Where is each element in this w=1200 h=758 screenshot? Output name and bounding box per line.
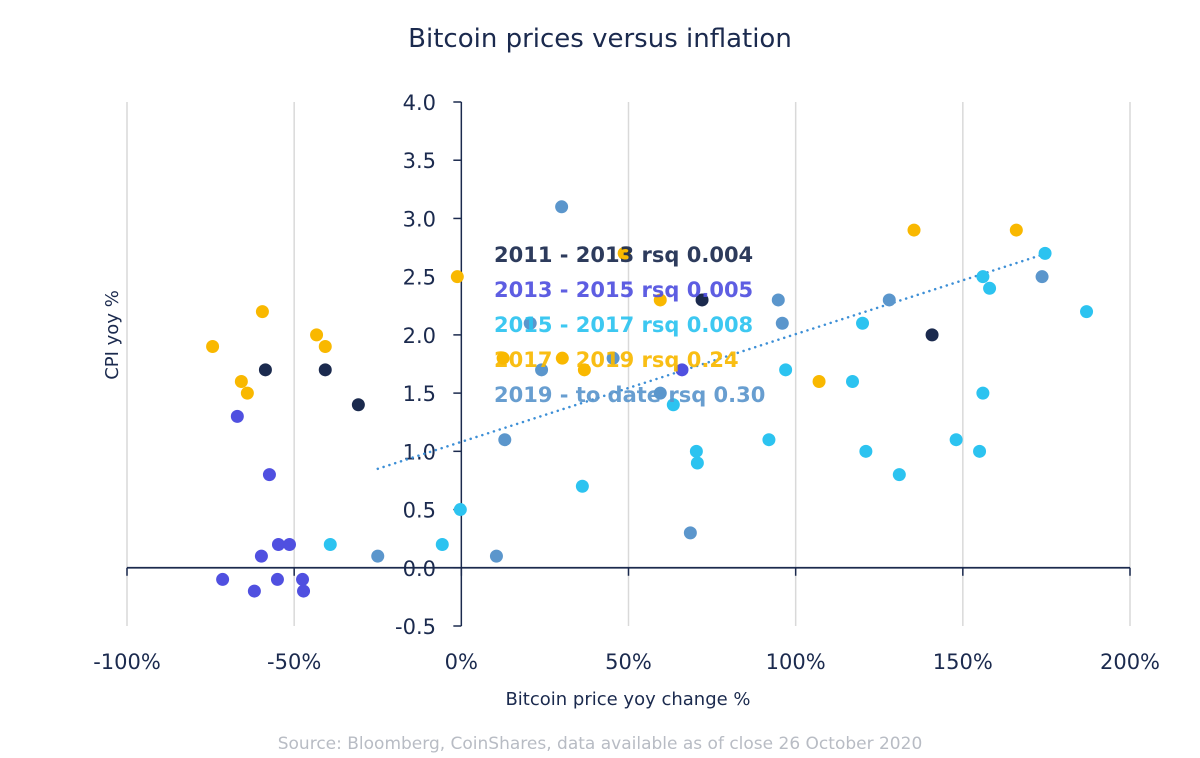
- data-point-series-3: [453, 503, 467, 517]
- data-point-series-4: [907, 223, 921, 237]
- data-point-series-3: [949, 433, 963, 447]
- trendline: [376, 252, 1048, 471]
- data-point-series-3: [762, 433, 776, 447]
- y-tick-label: 3.0: [403, 207, 436, 231]
- data-point-series-3: [892, 468, 906, 482]
- data-point-series-2: [254, 549, 268, 563]
- y-tick-label: -0.5: [395, 615, 436, 639]
- data-point-series-5: [606, 351, 620, 365]
- legend: 2011 - 2013 rsq 0.004 2013 - 2015 rsq 0.0…: [494, 243, 765, 407]
- data-point-series-3: [983, 281, 997, 295]
- data-point-series-2: [675, 363, 689, 377]
- data-point-series-5: [882, 293, 896, 307]
- data-point-series-3: [976, 270, 990, 284]
- data-point-series-5: [1035, 270, 1049, 284]
- data-point-series-2: [247, 584, 261, 598]
- data-point-series-2: [282, 537, 296, 551]
- x-axis-label: Bitcoin price yoy change %: [505, 689, 750, 710]
- data-point-series-4: [318, 340, 332, 354]
- data-point-series-3: [859, 444, 873, 458]
- data-point-series-1: [258, 363, 272, 377]
- data-point-series-4: [310, 328, 324, 342]
- legend-entry: 2015 - 2017 rsq 0.008: [494, 313, 753, 337]
- y-tick-labels: -0.50.00.51.01.52.02.53.03.54.0: [395, 91, 436, 639]
- data-point-series-4: [450, 270, 464, 284]
- data-point-series-3: [856, 316, 870, 330]
- trendline-line: [376, 252, 1048, 471]
- data-point-series-3: [689, 444, 703, 458]
- legend-entry: 2019 - to date rsq 0.30: [494, 383, 765, 407]
- data-point-series-4: [812, 374, 826, 388]
- data-point-series-5: [489, 549, 503, 563]
- data-point-series-4: [255, 305, 269, 319]
- data-point-series-5: [771, 293, 785, 307]
- y-tick-label: 0.0: [403, 557, 436, 581]
- data-point-series-1: [925, 328, 939, 342]
- data-point-series-4: [234, 374, 248, 388]
- data-point-series-3: [690, 456, 704, 470]
- axes: [126, 101, 1131, 627]
- data-point-series-4: [617, 246, 631, 260]
- y-tick-label: 0.5: [403, 499, 436, 523]
- data-point-series-5: [523, 316, 537, 330]
- x-tick-label: 200%: [1100, 650, 1160, 674]
- y-tick-label: 4.0: [403, 91, 436, 115]
- data-point-series-4: [240, 386, 254, 400]
- data-point-series-5: [555, 200, 569, 214]
- data-point-series-2: [297, 584, 311, 598]
- data-point-series-1: [318, 363, 332, 377]
- chart-title: Bitcoin prices versus inflation: [408, 24, 792, 54]
- x-tick-label: -50%: [267, 650, 321, 674]
- data-point-series-2: [296, 572, 310, 586]
- gridlines: [126, 102, 1131, 626]
- data-point-series-2: [216, 572, 230, 586]
- data-point-series-2: [262, 468, 276, 482]
- data-point-series-4: [577, 363, 591, 377]
- data-point-series-3: [976, 386, 990, 400]
- data-point-series-3: [323, 537, 337, 551]
- data-point-series-4: [555, 351, 569, 365]
- x-tick-label: 0%: [445, 650, 478, 674]
- x-tick-label: -100%: [93, 650, 161, 674]
- y-tick-label: 2.0: [403, 324, 436, 348]
- data-point-series-3: [575, 479, 589, 493]
- data-point-series-3: [435, 537, 449, 551]
- legend-entry: 2017 - 2019 rsq 0.24: [494, 348, 739, 372]
- data-point-series-5: [498, 433, 512, 447]
- y-tick-label: 1.5: [403, 382, 436, 406]
- data-point-series-3: [779, 363, 793, 377]
- source-note: Source: Bloomberg, CoinShares, data avai…: [278, 734, 923, 754]
- data-point-series-2: [271, 537, 285, 551]
- data-point-series-5: [683, 526, 697, 540]
- x-tick-label: 150%: [933, 650, 993, 674]
- data-point-series-5: [775, 316, 789, 330]
- data-point-series-5: [535, 363, 549, 377]
- data-point-series-2: [270, 572, 284, 586]
- x-tick-labels: -100% -50% 0% 50% 100% 150% 200%: [93, 650, 1160, 674]
- data-point-series-3: [973, 444, 987, 458]
- x-tick-label: 100%: [766, 650, 826, 674]
- data-point-series-4: [1009, 223, 1023, 237]
- data-point-series-1: [695, 293, 709, 307]
- data-point-series-3: [666, 398, 680, 412]
- y-axis-label: CPI yoy %: [102, 290, 123, 380]
- data-point-series-5: [371, 549, 385, 563]
- data-point-series-4: [206, 340, 220, 354]
- data-point-series-4: [653, 293, 667, 307]
- data-point-series-4: [496, 351, 510, 365]
- y-tick-label: 3.5: [403, 149, 436, 173]
- legend-entry: 2013 - 2015 rsq 0.005: [494, 278, 753, 302]
- x-tick-label: 50%: [605, 650, 652, 674]
- data-point-series-3: [1038, 246, 1052, 260]
- data-points: [206, 200, 1094, 598]
- legend-entry: 2011 - 2013 rsq 0.004: [494, 243, 753, 267]
- data-point-series-5: [653, 386, 667, 400]
- y-tick-label: 2.5: [403, 266, 436, 290]
- data-point-series-1: [351, 398, 365, 412]
- data-point-series-2: [230, 409, 244, 423]
- data-point-series-3: [846, 374, 860, 388]
- data-point-series-3: [1080, 305, 1094, 319]
